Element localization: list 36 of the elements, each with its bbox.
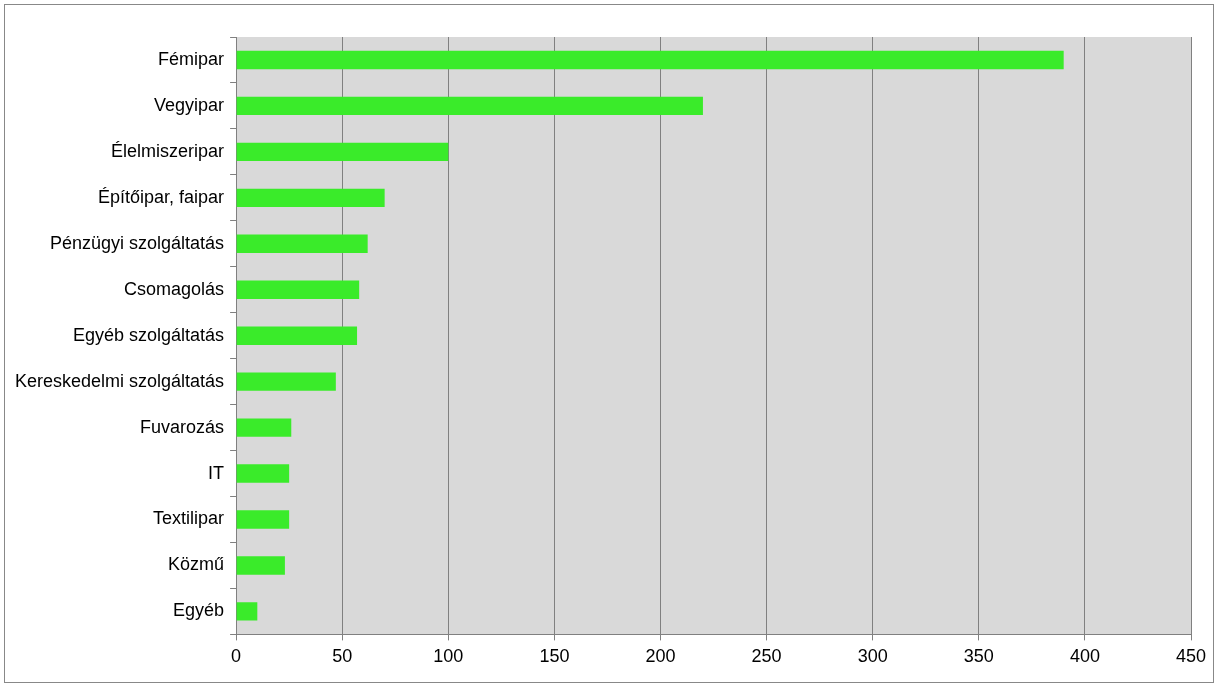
y-tick-label: Kereskedelmi szolgáltatás	[14, 370, 225, 391]
y-tick-label: Vegyipar	[154, 94, 225, 115]
x-tick-label: 450	[1175, 646, 1207, 667]
bar	[236, 326, 358, 345]
y-tick-label: Csomagolás	[124, 278, 225, 299]
bar	[236, 96, 703, 116]
bar	[236, 142, 449, 162]
y-tick-label: Textilipar	[153, 508, 225, 529]
y-tick-label: Élelmiszeripar	[111, 140, 225, 161]
x-tick-label: 0	[231, 646, 242, 667]
y-tick-label: Egyéb	[173, 600, 225, 621]
y-tick-label: Fuvarozás	[140, 416, 225, 437]
y-tick-label: IT	[208, 462, 225, 483]
bar	[236, 372, 336, 391]
y-tick-label: Építőipar, faipar	[98, 186, 225, 207]
y-tick-label: Közmű	[168, 554, 225, 575]
bar	[236, 510, 290, 529]
x-tick-label: 300	[857, 646, 888, 667]
bar	[236, 464, 290, 483]
bar	[236, 188, 385, 208]
bar	[236, 234, 368, 253]
x-tick-label: 250	[751, 646, 782, 667]
bar	[236, 418, 292, 437]
x-tick-label: 200	[645, 646, 676, 667]
bar	[236, 50, 1064, 70]
x-tick-label: 50	[332, 646, 353, 667]
bar	[236, 602, 258, 621]
y-tick-label: Egyéb szolgáltatás	[73, 324, 225, 345]
x-tick-label: 400	[1069, 646, 1100, 667]
bar	[236, 280, 360, 299]
x-tick-label: 150	[539, 646, 570, 667]
y-tick-label: Pénzügyi szolgáltatás	[49, 232, 225, 253]
y-tick-label: Fémipar	[158, 48, 225, 69]
x-tick-label: 350	[963, 646, 994, 667]
x-tick-label: 100	[433, 646, 464, 667]
bar	[236, 556, 285, 575]
